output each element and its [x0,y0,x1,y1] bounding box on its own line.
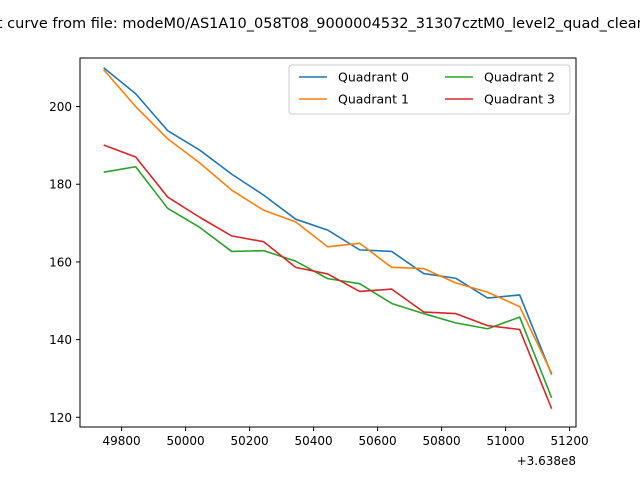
x-tick-label: 50400 [295,434,333,448]
x-tick-label: 50800 [423,434,461,448]
chart-title: Light curve from file: modeM0/AS1A10_058… [0,16,640,32]
x-tick-label: 50000 [167,434,205,448]
series-line-quadrant-3 [103,144,553,410]
series-line-quadrant-1 [103,69,553,374]
y-tick-label: 120 [49,411,72,425]
series-line-quadrant-2 [103,165,553,399]
series-line-quadrant-0 [103,67,553,375]
legend: Quadrant 0 Quadrant 1 Quadrant 2 Quadrant 3 [288,64,571,115]
y-tick-label: 140 [49,333,72,347]
x-tick-label: 49800 [103,434,141,448]
x-tick-label: 51000 [487,434,525,448]
legend-label-quadrant-1: Quadrant 1 [338,92,409,107]
y-tick-label: 200 [49,100,72,114]
x-tick-label: 50200 [231,434,269,448]
x-offset-label: +3.638e8 [517,454,576,468]
legend-box [288,64,571,115]
x-tick-label: 51200 [551,434,589,448]
legend-label-quadrant-3: Quadrant 3 [484,92,555,107]
axes: 49800 50000 50200 50400 50600 50800 51000 51200… [49,57,589,468]
y-tick-label: 160 [49,255,72,269]
plot-area [103,67,553,410]
axes-frame [79,57,577,428]
y-tick-label: 180 [49,178,72,192]
legend-label-quadrant-0: Quadrant 0 [338,70,409,85]
legend-label-quadrant-2: Quadrant 2 [484,70,555,85]
x-tick-label: 50600 [359,434,397,448]
